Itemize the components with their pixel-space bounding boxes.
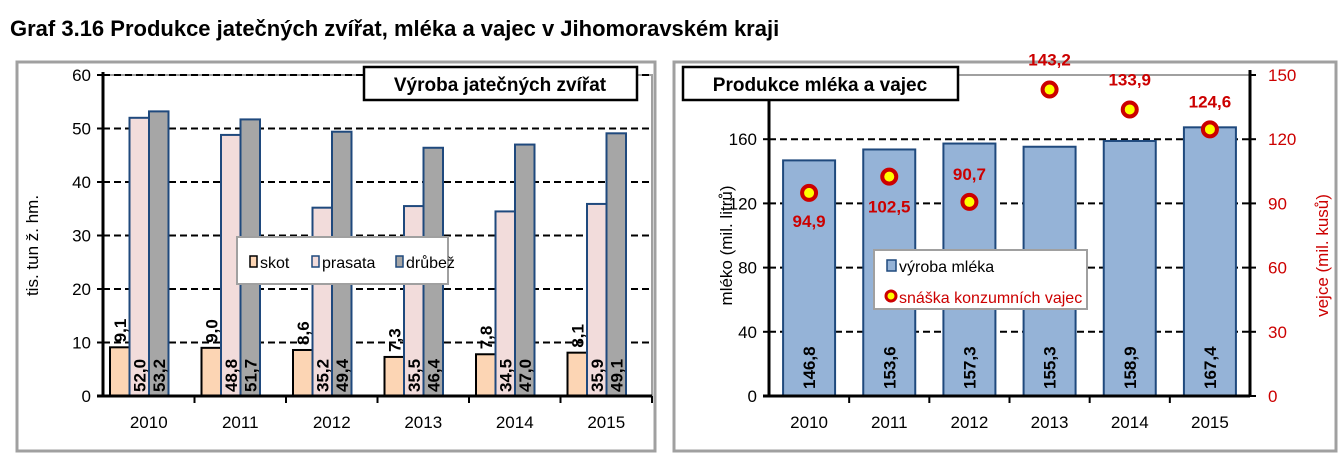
egg-marker	[880, 167, 899, 186]
data-label: 9,0	[202, 319, 221, 343]
egg-data-label: 143,2	[1028, 51, 1071, 70]
legend-label: prasata	[322, 255, 375, 272]
x-tick-label: 2015	[587, 413, 625, 432]
x-tick-label: 2014	[1111, 413, 1149, 432]
bar-milk	[1102, 139, 1157, 397]
egg-marker	[1200, 120, 1219, 139]
chart-title: Výroba jatečných zvířat	[394, 75, 607, 96]
egg-marker	[800, 183, 819, 202]
y-right-tick-label: 60	[1268, 259, 1287, 278]
y-right-tick-label: 30	[1268, 323, 1287, 342]
y-tick-label: 120	[729, 194, 757, 213]
y-right-tick-label: 120	[1268, 130, 1296, 149]
bar-skot	[200, 346, 222, 398]
y-tick-label: 60	[72, 66, 91, 85]
data-label: 167,4	[1201, 346, 1220, 389]
y-tick-label: 0	[82, 387, 91, 406]
bar-prasata	[128, 116, 150, 398]
legend-label: snáška konzumních vajec	[899, 290, 1082, 307]
legend-label: výroba mléka	[899, 259, 994, 276]
x-tick-label: 2013	[404, 413, 442, 432]
y-right-tick-label: 0	[1268, 387, 1277, 406]
figure-title: Graf 3.16 Produkce jatečných zvířat, mlé…	[10, 16, 780, 41]
y-right-tick-label: 150	[1268, 66, 1296, 85]
y-tick-label: 10	[72, 334, 91, 353]
y-tick-label: 30	[72, 227, 91, 246]
x-tick-label: 2010	[790, 413, 828, 432]
x-tick-label: 2010	[130, 413, 168, 432]
legend-label: skot	[260, 255, 290, 272]
data-label: 49,1	[607, 359, 626, 392]
data-label: 53,2	[150, 359, 169, 392]
egg-data-label: 124,6	[1189, 92, 1232, 111]
data-label: 157,3	[960, 346, 979, 389]
bar-skot	[109, 346, 131, 398]
x-tick-label: 2011	[871, 413, 908, 432]
bar-drůbež	[148, 110, 170, 397]
data-label: 46,4	[424, 358, 443, 392]
data-label: 34,5	[496, 359, 515, 392]
legend-box	[873, 249, 1088, 310]
data-label: 158,9	[1121, 346, 1140, 389]
y-tick-label: 80	[738, 259, 757, 278]
egg-data-label: 90,7	[953, 165, 986, 184]
data-label: 48,8	[222, 359, 241, 392]
bar-drůbež	[514, 143, 536, 397]
chart-title-box	[362, 65, 639, 102]
egg-marker	[1120, 100, 1139, 119]
y-tick-label: 20	[72, 280, 91, 299]
legend-swatch	[886, 259, 897, 272]
data-label: 51,7	[241, 359, 260, 392]
x-tick-label: 2012	[313, 413, 351, 432]
y-tick-label: 40	[738, 323, 757, 342]
x-tick-label: 2014	[496, 413, 534, 432]
data-label: 35,5	[405, 359, 424, 392]
data-label: 35,9	[588, 359, 607, 392]
legend-swatch	[249, 255, 258, 268]
bar-drůbež	[605, 132, 627, 397]
data-label: 8,1	[568, 324, 587, 348]
y-right-axis-label: vejce (mil. kusů)	[1313, 194, 1332, 317]
y-right-tick-label: 90	[1268, 194, 1287, 213]
legend-box	[236, 236, 449, 285]
x-tick-label: 2013	[1031, 413, 1069, 432]
chart-title-box	[681, 65, 960, 102]
data-label: 9,1	[111, 319, 130, 343]
bar-milk	[1182, 126, 1237, 397]
x-tick-label: 2012	[951, 413, 989, 432]
egg-data-label: 133,9	[1108, 70, 1151, 89]
chart-title: Produkce mléka a vajec	[713, 75, 928, 96]
legend-swatch	[395, 255, 404, 268]
y-tick-label: 0	[748, 387, 757, 406]
egg-data-label: 94,9	[793, 212, 826, 231]
data-label: 7,8	[477, 326, 496, 350]
data-label: 7,3	[385, 328, 404, 352]
y-tick-label: 160	[729, 130, 757, 149]
y-axis-label: tis. tun ž. hm.	[23, 195, 42, 296]
y-tick-label: 40	[72, 173, 91, 192]
bar-skot	[383, 355, 405, 398]
bar-skot	[566, 351, 588, 398]
data-label: 153,6	[880, 346, 899, 389]
y-axis-label: mléko (mil. litrů)	[717, 186, 736, 306]
data-label: 35,2	[313, 359, 332, 392]
legend-marker	[884, 289, 898, 303]
data-label: 52,0	[130, 359, 149, 392]
data-label: 49,4	[333, 358, 352, 392]
egg-data-label: 102,5	[868, 198, 911, 217]
data-label: 47,0	[516, 359, 535, 392]
bar-skot	[475, 353, 497, 397]
bar-skot	[292, 348, 314, 397]
x-tick-label: 2011	[222, 413, 259, 432]
data-label: 146,8	[800, 346, 819, 389]
data-label: 8,6	[294, 321, 313, 345]
egg-marker	[960, 192, 979, 211]
egg-marker	[1040, 80, 1059, 99]
x-tick-label: 2015	[1191, 413, 1229, 432]
data-label: 155,3	[1041, 346, 1060, 389]
y-tick-label: 50	[72, 120, 91, 139]
legend-swatch	[311, 255, 320, 268]
legend-label: drůbež	[406, 254, 455, 272]
